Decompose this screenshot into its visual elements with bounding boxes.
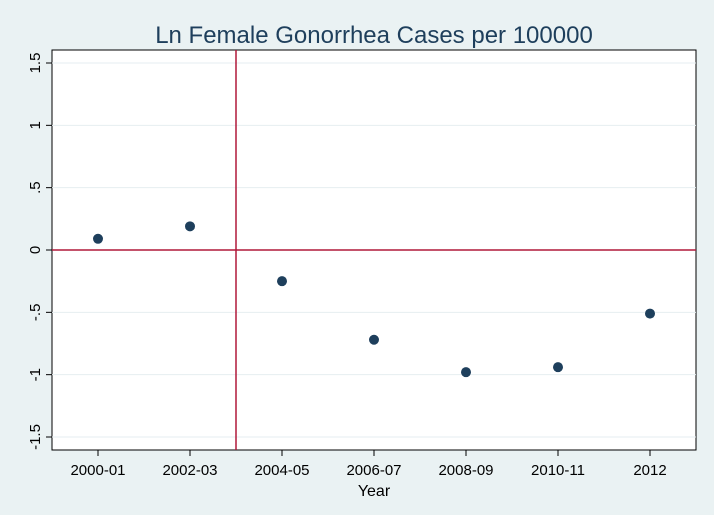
x-tick-label: 2012 [633, 462, 666, 479]
data-point [185, 221, 195, 232]
x-tick-label: 2006-07 [346, 462, 401, 479]
x-tick-label: 2010-11 [531, 462, 585, 479]
x-tick-label: 2008-09 [438, 462, 493, 479]
data-point [369, 334, 379, 345]
y-tick-label: 1.5 [27, 53, 44, 74]
grid-lines [52, 62, 696, 438]
x-axis-title: Year [358, 483, 391, 500]
data-point [461, 367, 471, 378]
data-points [93, 221, 655, 378]
y-tick-label: -1 [27, 368, 44, 381]
chart-title: Ln Female Gonorrhea Cases per 100000 [155, 22, 593, 49]
y-tick-label: 0 [27, 246, 44, 254]
reference-lines [52, 50, 696, 450]
y-axis: 1.51.50-.5-1-1.5 [27, 53, 52, 450]
y-tick-label: 1 [27, 121, 44, 129]
data-point [277, 276, 287, 287]
x-tick-label: 2000-01 [70, 462, 125, 479]
x-tick-label: 2002-03 [162, 462, 217, 479]
y-tick-label: -1.5 [27, 424, 44, 450]
y-tick-label: -.5 [27, 304, 44, 322]
x-axis: 2000-01 2002-03 2004-05 2006-07 2008-09 2010-… [70, 450, 667, 479]
data-point [553, 362, 563, 373]
data-point [645, 308, 655, 319]
y-tick-label: .5 [27, 181, 44, 194]
data-point [93, 233, 103, 244]
x-tick-label: 2004-05 [254, 462, 309, 479]
